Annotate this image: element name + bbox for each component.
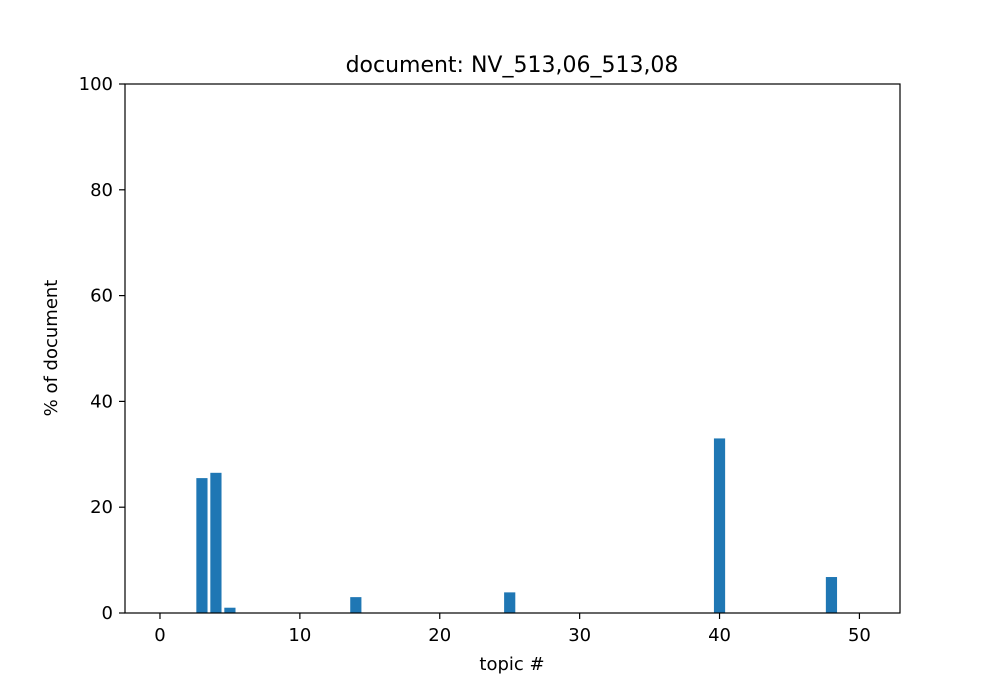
y-tick-label: 80 [90,180,113,201]
x-tick-label: 40 [708,625,731,646]
x-axis-ticks: 0 10 20 30 40 50 [154,613,871,646]
x-tick-label: 10 [288,625,311,646]
chart-title: document: NV_513,06_513,08 [346,53,679,78]
bar-topic-3 [196,478,208,613]
x-tick-label: 20 [428,625,451,646]
y-axis-ticks: 0 20 40 60 80 100 [79,74,125,624]
x-tick-label: 0 [154,625,165,646]
y-tick-label: 0 [102,603,113,624]
y-tick-label: 60 [90,286,113,307]
bar-topic-5 [224,607,236,613]
bars-group [196,438,838,613]
y-axis-label: % of document [41,280,62,417]
x-tick-label: 50 [848,625,871,646]
y-tick-label: 40 [90,391,113,412]
bar-topic-14 [350,597,362,613]
x-tick-label: 30 [568,625,591,646]
bar-topic-4 [210,472,222,613]
x-axis-label: topic # [479,654,544,675]
y-tick-label: 20 [90,497,113,518]
bar-topic-25 [504,592,516,613]
y-tick-label: 100 [79,74,113,95]
plot-frame [124,83,901,614]
bar-topic-40 [713,438,726,613]
bar-topic-48 [825,577,838,613]
